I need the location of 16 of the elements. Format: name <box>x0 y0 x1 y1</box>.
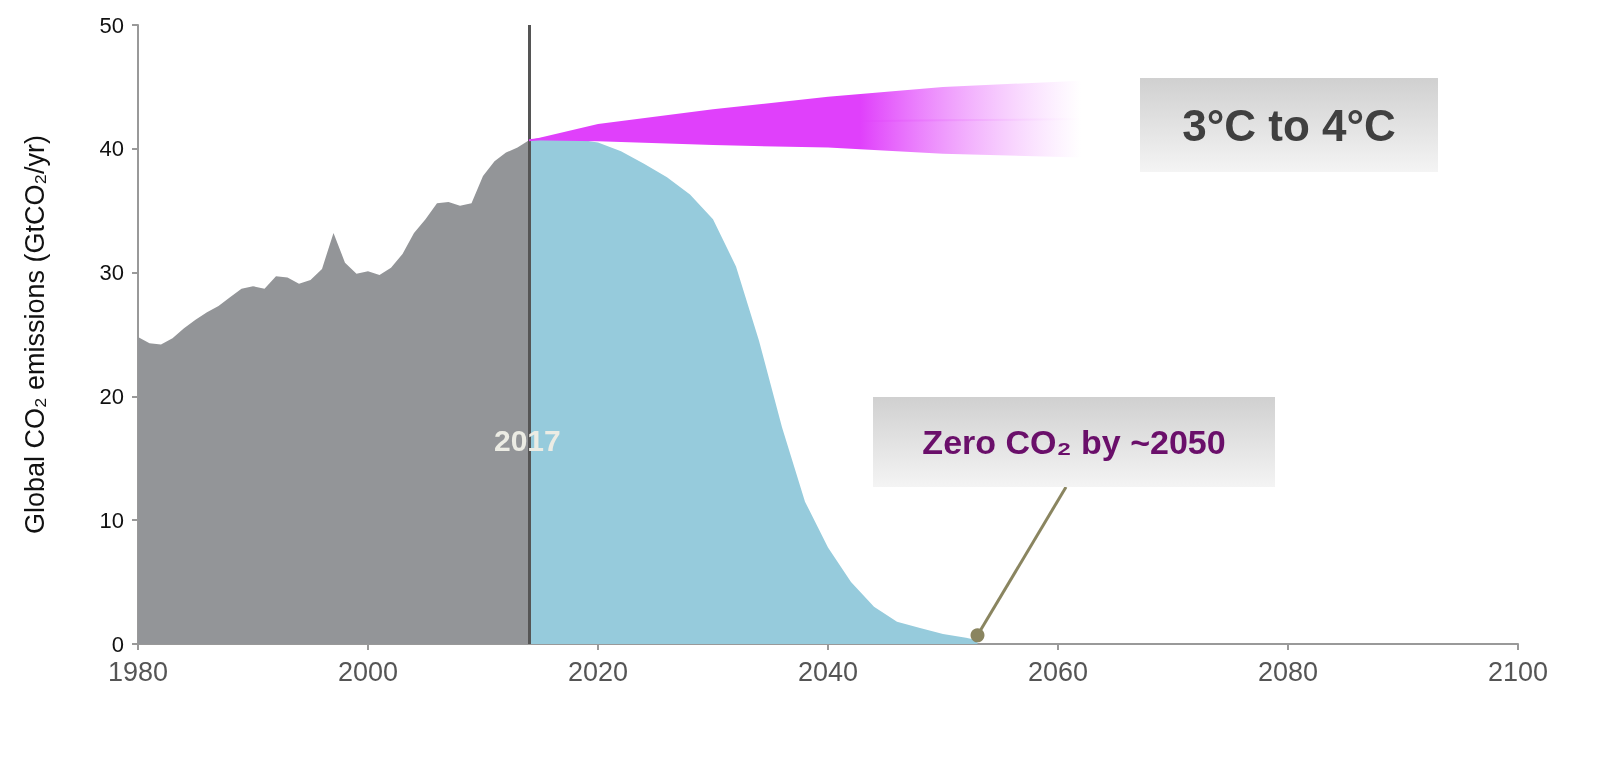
annotation: Zero CO₂ by ~2050 <box>922 423 1226 461</box>
y-axis-title: Global CO₂ emissions (GtCO₂/yr) <box>19 134 50 535</box>
y-tick-label: 20 <box>99 383 124 409</box>
x-tick-label: 1980 <box>107 656 169 687</box>
x-tick-label: 2080 <box>1257 656 1319 687</box>
y-tick-label: 0 <box>111 631 124 657</box>
y-tick-label: 30 <box>99 260 124 286</box>
x-tick-label: 2100 <box>1487 656 1549 687</box>
y-tick-label: 10 <box>99 507 124 533</box>
y-tick-label: 40 <box>99 136 124 162</box>
x-tick-label: 2040 <box>797 656 859 687</box>
y-tick-label: 50 <box>99 12 124 38</box>
x-tick-label: 2000 <box>337 656 399 687</box>
annotation: 3°C to 4°C <box>1182 100 1396 150</box>
x-tick-label: 2020 <box>567 656 629 687</box>
x-tick-label: 2060 <box>1027 656 1089 687</box>
